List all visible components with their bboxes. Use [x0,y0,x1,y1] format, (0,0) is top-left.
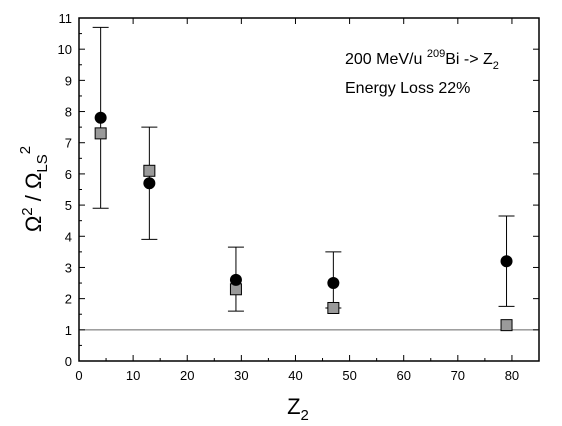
circle-point [500,255,513,268]
y-tick-label: 11 [59,11,73,26]
x-axis-label: Z2 [287,394,309,424]
y-tick-label: 7 [65,136,72,151]
y-axis: 0 1 2 3 4 5 6 7 8 9 10 11 [58,11,539,369]
square-point [143,164,156,177]
square-point [94,127,107,140]
x-tick-label: 10 [126,368,140,383]
x-tick-label: 50 [342,368,356,383]
x-axis: 0 10 20 30 40 50 60 70 80 [75,18,519,383]
circle-point [143,177,156,190]
plot-frame [78,17,540,362]
x-tick-label: 70 [451,368,465,383]
y-tick-label: 10 [58,42,72,57]
y-tick-label: 0 [65,354,72,369]
x-tick-label: 30 [234,368,248,383]
y-tick-label: 4 [65,229,72,244]
x-tick-label: 80 [505,368,519,383]
y-tick-label: 2 [65,292,72,307]
circle-point [327,277,340,290]
y-tick-label: 1 [65,323,72,338]
y-tick-label: 8 [65,105,72,120]
x-tick-label: 20 [180,368,194,383]
data-series [94,111,513,332]
circle-point [94,111,107,124]
annotation-line-1: 200 MeV/u 209Bi -> Z2 [345,48,499,72]
y-tick-label: 9 [65,73,72,88]
annotation-line-2: Energy Loss 22% [345,80,470,97]
y-tick-label: 6 [65,167,72,182]
circle-point [229,273,242,286]
y-tick-label: 3 [65,260,72,275]
x-tick-label: 0 [75,368,82,383]
square-point [327,301,340,314]
y-tick-label: 5 [65,198,72,213]
y-axis-label: Ω2 / ΩLS2 [17,146,51,232]
x-tick-label: 40 [288,368,302,383]
square-point [500,319,513,332]
x-tick-label: 60 [396,368,410,383]
error-bars [92,26,515,312]
